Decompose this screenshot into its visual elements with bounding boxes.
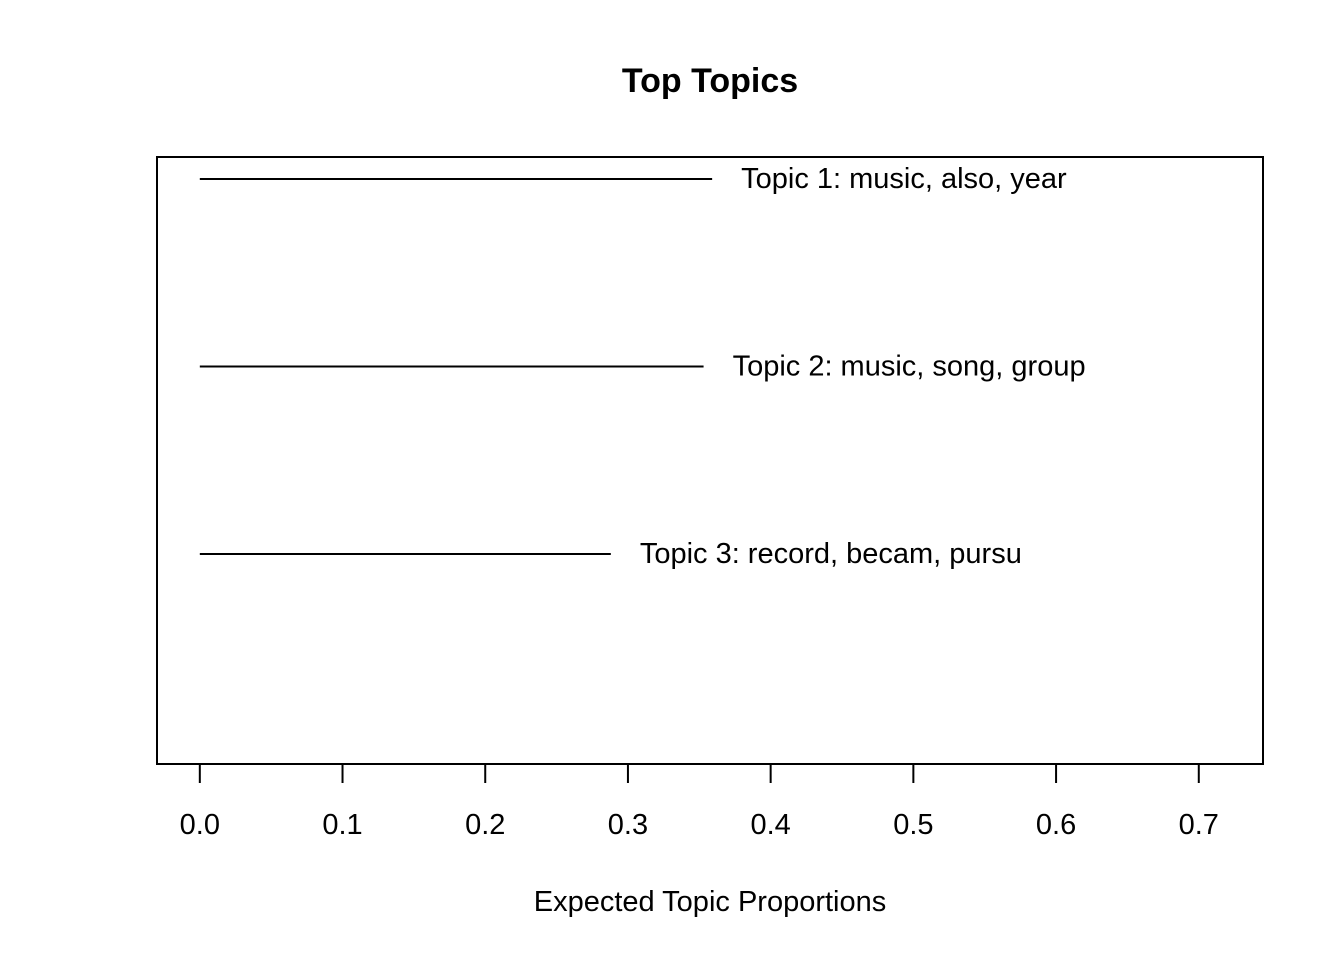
topic-label-2: Topic 2: music, song, group [733,351,1086,383]
x-tick-label-3: 0.3 [608,809,648,841]
topic-labels: Topic 1: music, also, year Topic 2: music… [640,163,1086,570]
topic-label-1: Topic 1: music, also, year [741,163,1067,195]
x-tick-label-0: 0.0 [180,809,220,841]
x-tick-label-2: 0.2 [465,809,505,841]
x-tick-label-6: 0.6 [1036,809,1076,841]
topic-lines [199,178,713,555]
x-tick-label-1: 0.1 [322,809,362,841]
x-tick-label-5: 0.5 [893,809,933,841]
x-axis-label: Expected Topic Proportions [534,886,887,918]
chart-title: Top Topics [622,62,798,100]
topic-label-3: Topic 3: record, becam, pursu [640,538,1022,570]
x-tick-label-4: 0.4 [750,809,790,841]
plot-frame [156,156,1264,765]
x-tick-label-7: 0.7 [1179,809,1219,841]
x-axis: 0.0 0.1 0.2 0.3 0.4 0.5 0.6 0.7 [180,763,1219,841]
